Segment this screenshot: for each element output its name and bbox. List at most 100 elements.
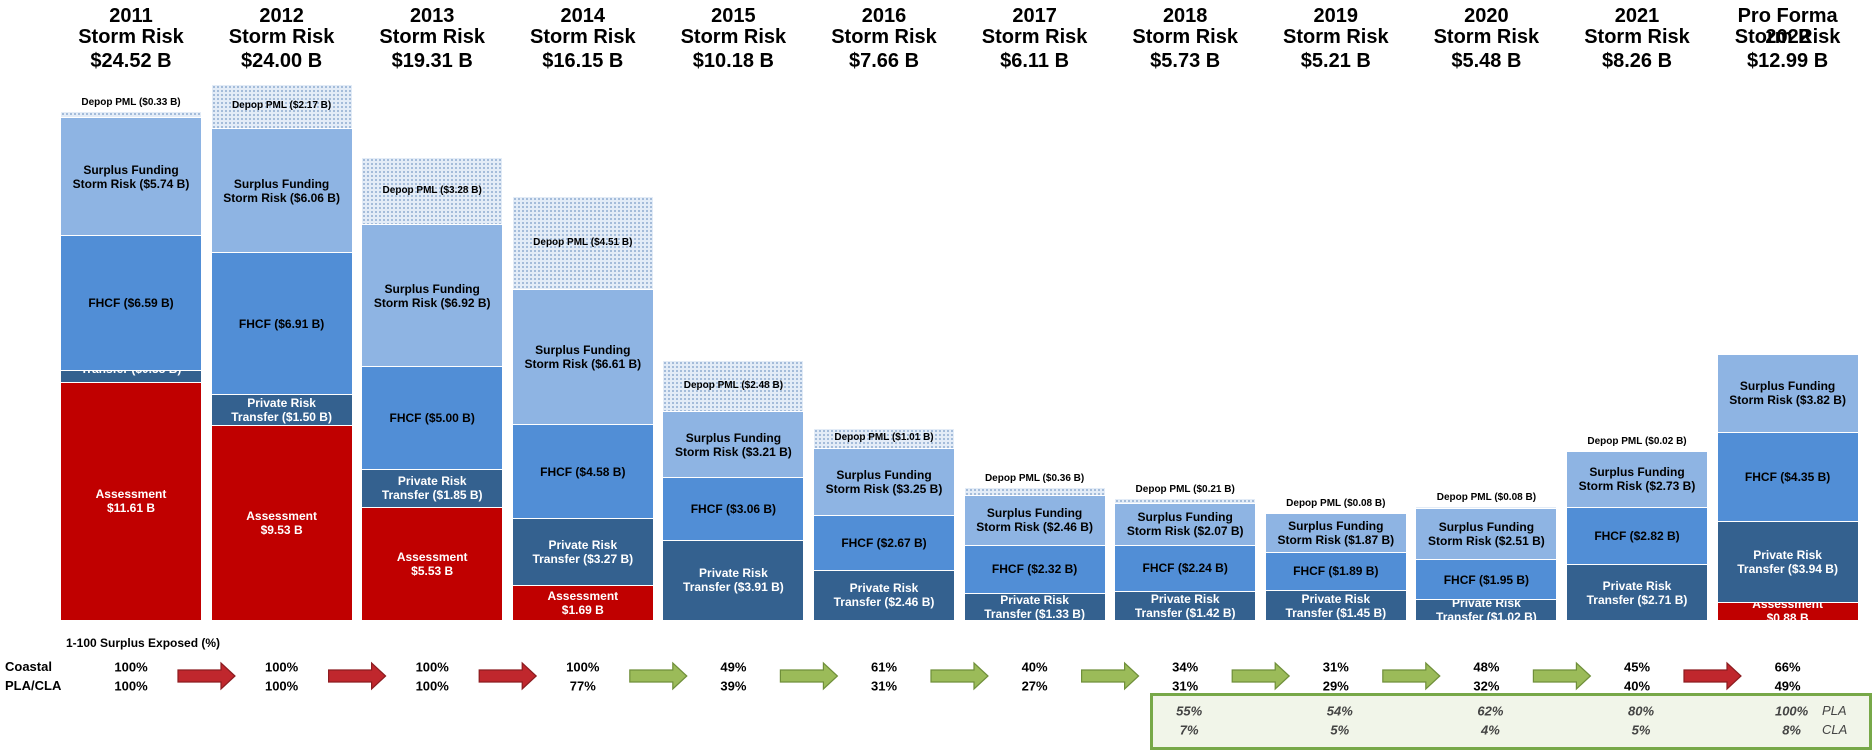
bar-segment: Depop PML ($2.48 B) [663, 360, 804, 412]
storm-risk-label: Storm Risk [1734, 26, 1841, 48]
percent: 27% [1021, 678, 1048, 694]
total-label: $5.48 B [1451, 50, 1522, 72]
bar-segment: FHCF ($4.58 B) [512, 424, 653, 519]
percent: 100% [114, 659, 148, 675]
year-label: 2017 [1012, 5, 1057, 27]
exposure-title: 1-100 Surplus Exposed (%) [66, 636, 221, 650]
storm-risk-label: Storm Risk [1283, 26, 1389, 48]
bar-segment: FHCF ($5.00 B) [362, 366, 503, 469]
segment-label: Private Risk Transfer ($2.71 B) [1586, 578, 1688, 607]
bar-segment: Surplus Funding Storm Risk ($6.61 B) [512, 288, 653, 425]
bar-segment: Surplus Funding Storm Risk ($2.07 B) [1115, 502, 1256, 545]
box-row-label: PLA [1822, 703, 1847, 718]
segment-label: Surplus Funding Storm Risk ($2.51 B) [1428, 519, 1545, 548]
bar-segment: Surplus Funding Storm Risk ($5.74 B) [61, 117, 201, 235]
year-label: 2016 [861, 5, 907, 27]
storm-risk-label: Storm Risk [1584, 26, 1690, 48]
percent: 29% [1322, 678, 1349, 694]
percent: 77% [569, 678, 596, 694]
year-label: 2013 [409, 5, 455, 27]
box-percent: 62% [1477, 703, 1504, 719]
segment-label: Private Risk Transfer ($3.91 B) [683, 566, 784, 595]
segment-label: Surplus Funding Storm Risk ($2.07 B) [1126, 510, 1244, 539]
percent: 100% [415, 678, 449, 694]
segment-label: Private Risk Transfer ($1.50 B) [231, 395, 332, 424]
total-label: $8.26 B [1601, 50, 1673, 72]
bar-segment: Surplus Funding Storm Risk ($3.25 B) [814, 448, 954, 515]
segment-label: FHCF ($2.82 B) [1594, 529, 1680, 544]
segment-label: Private Risk Transfer ($2.46 B) [833, 581, 935, 610]
arrow [1683, 661, 1742, 691]
year-label: 2021 [1614, 5, 1660, 27]
segment-label: Assessment $11.61 B [95, 487, 167, 516]
arrow [177, 661, 236, 691]
total-label: $12.99 B [1747, 50, 1829, 72]
bar-segment: Private Risk Transfer ($3.91 B) [663, 539, 804, 620]
percent: 39% [720, 678, 747, 694]
box-percent: 54% [1326, 703, 1353, 719]
segment-label: Private Risk Transfer ($1.02 B) [1436, 596, 1537, 625]
box-row-label: CLA [1822, 722, 1848, 737]
total-label: $16.15 B [542, 50, 624, 72]
percent: 31% [1322, 659, 1349, 675]
bar-segment: Surplus Funding Storm Risk ($2.73 B) [1567, 450, 1707, 507]
arrow [629, 661, 688, 691]
bar-segment: FHCF ($2.67 B) [814, 514, 954, 570]
year-label: 2012 [259, 5, 304, 27]
box-percent: 8% [1782, 722, 1801, 738]
arrow [779, 661, 839, 691]
segment-label: Assessment $9.53 B [246, 508, 317, 537]
bar-segment: Private Risk Transfer ($1.42 B) [1115, 590, 1256, 620]
bar-segment: Private Risk Transfer ($3.27 B) [512, 518, 653, 586]
segment-label: FHCF ($2.24 B) [1142, 561, 1228, 576]
segment-label: Private Risk Transfer ($3.94 B) [1737, 548, 1838, 577]
segment-label: FHCF ($6.91 B) [238, 316, 325, 331]
bar-segment: Private Risk Transfer ($3.94 B) [1717, 521, 1858, 602]
bar-segment: Private Risk Transfer ($1.45 B) [1265, 590, 1406, 620]
segment-label: Depop PML ($0.36 B) [984, 473, 1085, 485]
segment-label: FHCF ($1.95 B) [1443, 572, 1530, 587]
arrow [328, 661, 387, 691]
row-label: PLA/CLA [5, 678, 62, 693]
total-label: $10.18 B [692, 50, 774, 72]
storm-risk-label: Storm Risk [530, 26, 636, 48]
storm-risk-label: Storm Risk [78, 26, 184, 48]
percent: 32% [1473, 678, 1500, 694]
percent: 100% [114, 678, 148, 694]
segment-label: Surplus Funding Storm Risk ($2.73 B) [1578, 465, 1696, 494]
segment-label: FHCF ($4.35 B) [1744, 470, 1831, 485]
percent: 49% [720, 659, 747, 675]
bar-segment: Depop PML ($0.08 B) [1416, 492, 1557, 508]
segment-label: FHCF ($2.67 B) [841, 535, 927, 550]
year-label: 2015 [711, 5, 756, 27]
percent: 31% [1172, 678, 1199, 694]
segment-label: Depop PML ($2.17 B) [231, 100, 332, 112]
bar-segment: Depop PML ($0.36 B) [964, 473, 1105, 495]
total-label: $19.31 B [391, 50, 473, 72]
arrow [478, 661, 538, 691]
percent: 100% [264, 678, 299, 694]
bar-segment: Depop PML ($3.28 B) [362, 157, 503, 225]
percent: 34% [1172, 659, 1199, 675]
arrow [930, 661, 989, 691]
bar-segment: Assessment $9.53 B [211, 424, 352, 620]
arrow [1231, 661, 1291, 691]
bar-segment: Surplus Funding Storm Risk ($1.87 B) [1265, 513, 1406, 552]
year-label: 2020 [1464, 5, 1509, 27]
bar-segment: Assessment $5.53 B [362, 506, 503, 620]
year-label: Pro Forma 2022 [1737, 5, 1838, 48]
bar-segment: Surplus Funding Storm Risk ($6.06 B) [211, 128, 352, 253]
segment-label: Surplus Funding Storm Risk ($3.21 B) [675, 430, 792, 459]
segment-label: FHCF ($4.58 B) [540, 464, 626, 479]
percent: 100% [264, 659, 299, 675]
segment-label: FHCF ($5.00 B) [389, 410, 475, 425]
total-label: $5.73 B [1150, 50, 1221, 72]
bar-segment: Depop PML ($0.21 B) [1115, 484, 1256, 503]
segment-label: Private Risk Transfer ($1.42 B) [1134, 591, 1236, 620]
total-label: $5.21 B [1300, 50, 1371, 72]
bar-segment: Surplus Funding Storm Risk ($3.21 B) [663, 411, 804, 478]
percent: 45% [1623, 659, 1651, 675]
bar-segment: FHCF ($3.06 B) [663, 477, 804, 540]
box-percent: 5% [1330, 722, 1350, 738]
bar-segment: Depop PML ($0.33 B) [61, 97, 201, 118]
